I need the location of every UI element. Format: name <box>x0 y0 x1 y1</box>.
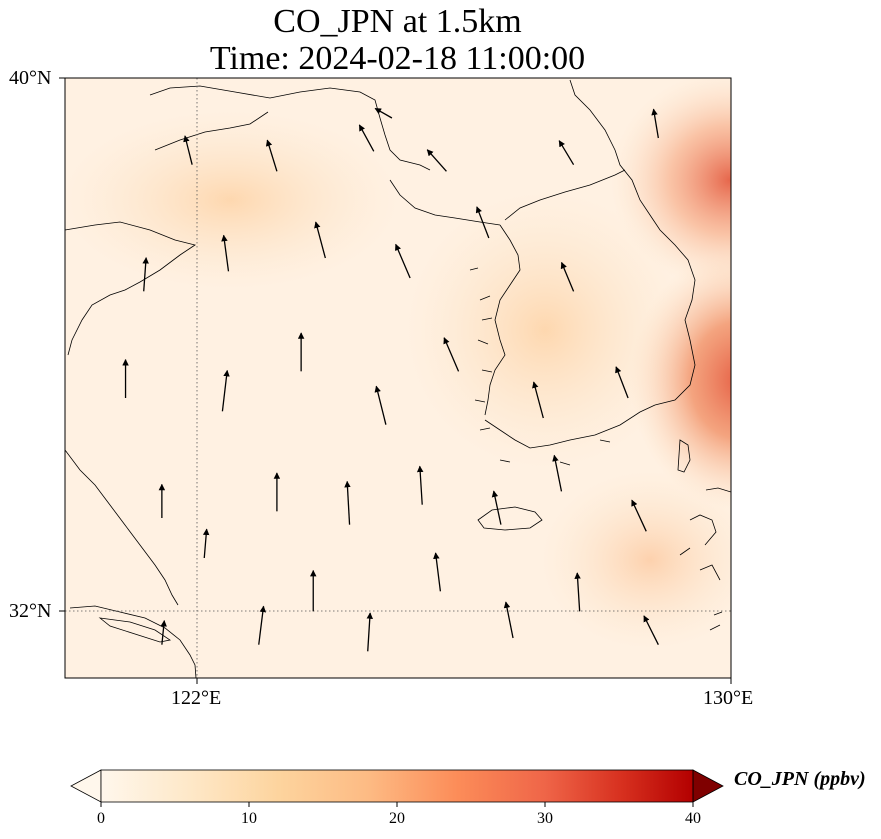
wind-vector-29 <box>183 135 193 165</box>
wind-vector-19 <box>374 385 387 425</box>
wind-vector-2 <box>258 605 267 645</box>
coastline-korea-north-border <box>504 169 626 221</box>
wind-vector-23 <box>142 257 149 292</box>
chart-subtitle: Time: 2024-02-18 11:00:00 <box>209 40 586 77</box>
wind-vector-20 <box>443 337 460 372</box>
y-tick-label-40n: 40°N <box>9 67 52 89</box>
wind-vector-15 <box>631 499 647 532</box>
wind-vector-30 <box>265 139 278 172</box>
colorbar-tick-label-2: 20 <box>389 810 405 827</box>
wind-vector-5 <box>433 552 442 592</box>
field-high-plume-east-korea <box>630 250 731 510</box>
map-frame <box>64 77 732 679</box>
coastline-kyushu <box>679 487 731 631</box>
wind-vector-8 <box>643 615 659 645</box>
wind-vector-27 <box>475 206 490 239</box>
field-moderate-southeast <box>540 470 731 650</box>
wind-vectors <box>122 107 659 652</box>
colorbar-tick-label-0: 0 <box>97 810 105 827</box>
colorbar-tick-label-1: 10 <box>241 810 257 827</box>
colorbar-gradient <box>101 770 693 802</box>
colorbar-extend-low <box>70 769 102 803</box>
y-tick-label-32n: 32°N <box>9 600 52 622</box>
wind-vector-32 <box>426 149 447 172</box>
coastline-korea-south <box>484 404 656 449</box>
gridlines <box>65 78 731 678</box>
coastline-china-east <box>65 221 196 356</box>
wind-vector-1 <box>202 528 210 559</box>
coastline-bohai-north <box>149 85 431 171</box>
wind-vector-21 <box>532 381 544 419</box>
wind-vector-28 <box>560 261 575 292</box>
coastline-jiangsu <box>65 449 179 606</box>
wind-vector-25 <box>314 221 326 259</box>
coastline-yangtze-estuary <box>69 605 197 678</box>
wind-vector-7 <box>574 572 581 612</box>
field-moderate-yellow-sea-north <box>65 110 400 290</box>
coastline-yangtze-island <box>98 617 172 643</box>
wind-vector-14 <box>552 454 563 492</box>
wind-vector-17 <box>221 369 230 412</box>
wind-vector-4 <box>366 612 374 652</box>
wind-vector-26 <box>395 243 411 279</box>
wind-vector-34 <box>651 108 659 139</box>
field-high-plume-northeast <box>610 78 731 290</box>
colorbar-extend-high <box>692 769 724 803</box>
coastline-korea-islands <box>469 267 611 466</box>
wind-vector-12 <box>416 465 424 505</box>
coastline-liaodong <box>389 179 501 226</box>
wind-vector-11 <box>344 480 351 525</box>
coastlines <box>65 79 731 678</box>
x-tick-label-130e: 130°E <box>703 687 754 709</box>
colorbar-tick-marks <box>100 802 694 807</box>
colorbar-label: CO_JPN (ppbv) <box>734 768 866 790</box>
colorbar-tick-label-3: 30 <box>537 810 553 827</box>
wind-vector-6 <box>503 601 514 639</box>
wind-vector-31 <box>358 124 375 152</box>
coastline-korea-east <box>569 79 696 406</box>
wind-vector-24 <box>221 234 230 272</box>
colorbar-tick-label-4: 40 <box>685 810 701 827</box>
coastline-korea-west <box>484 224 521 416</box>
wind-vector-35 <box>374 107 393 119</box>
coastline-shandong-north <box>154 111 269 151</box>
wind-vector-22 <box>615 366 629 399</box>
wind-vector-33 <box>558 140 575 166</box>
wind-vector-13 <box>491 490 502 525</box>
chart-title: CO_JPN at 1.5km <box>273 3 522 40</box>
coastline-jeju <box>477 506 543 531</box>
coastline-tsushima <box>677 439 691 473</box>
x-tick-label-122e: 122°E <box>171 687 222 709</box>
wind-vector-0 <box>160 620 167 645</box>
